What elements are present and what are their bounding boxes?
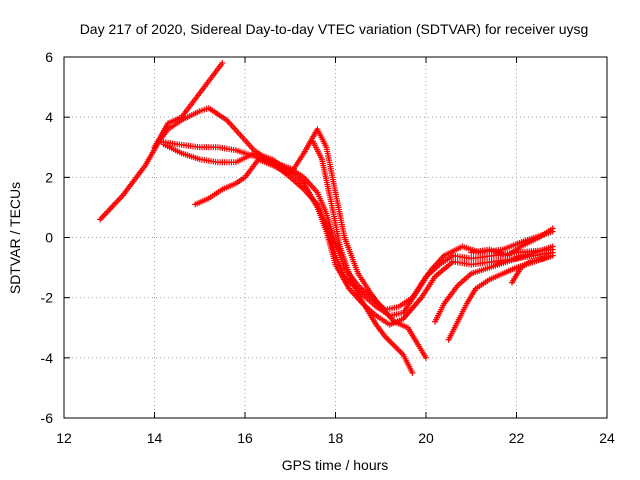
x-axis-label: GPS time / hours bbox=[282, 457, 389, 473]
data-point bbox=[423, 354, 429, 361]
y-tick-label: 6 bbox=[45, 49, 53, 65]
series-track-e bbox=[192, 126, 429, 361]
series-track-f bbox=[309, 138, 416, 376]
data-point bbox=[549, 252, 556, 259]
data-point bbox=[409, 369, 416, 376]
data-point bbox=[549, 243, 556, 250]
x-tick-label: 24 bbox=[599, 430, 615, 446]
x-tick-label: 22 bbox=[509, 430, 525, 446]
y-tick-label: -4 bbox=[41, 350, 54, 366]
series-track-g bbox=[432, 243, 556, 325]
series-track-b bbox=[151, 60, 226, 151]
data-point bbox=[219, 60, 226, 67]
series-track-i bbox=[468, 225, 556, 259]
x-tick-label: 18 bbox=[328, 430, 344, 446]
y-tick-label: -2 bbox=[41, 290, 54, 306]
y-axis-ticks: -6 -4 -2 0 2 4 6 bbox=[41, 49, 607, 426]
y-tick-label: -6 bbox=[41, 410, 54, 426]
y-axis-label: SDTVAR / TECUs bbox=[7, 182, 23, 294]
data-points bbox=[97, 60, 556, 376]
x-axis-ticks: 12 14 16 18 20 22 24 bbox=[56, 57, 615, 446]
series-track-j bbox=[508, 252, 556, 286]
y-tick-label: 2 bbox=[45, 169, 53, 185]
series-track-d bbox=[160, 141, 556, 328]
y-tick-label: 0 bbox=[45, 230, 53, 246]
grid-lines bbox=[64, 57, 607, 418]
data-point bbox=[549, 225, 556, 232]
x-tick-label: 14 bbox=[147, 430, 163, 446]
x-tick-label: 12 bbox=[56, 430, 72, 446]
x-tick-label: 20 bbox=[418, 430, 434, 446]
y-tick-label: 4 bbox=[45, 109, 53, 125]
x-tick-label: 16 bbox=[237, 430, 253, 446]
chart-title: Day 217 of 2020, Sidereal Day-to-day VTE… bbox=[80, 21, 589, 37]
